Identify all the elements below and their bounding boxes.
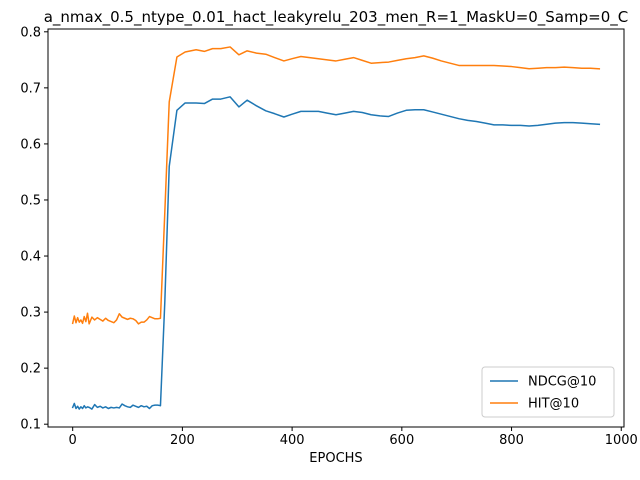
legend: NDCG@10 HIT@10 [481,366,615,418]
series-line-ndcg [71,96,601,410]
x-axis: 0 200 400 600 800 1000 [69,427,638,448]
x-axis-title: EPOCHS [309,451,362,466]
y-tick-label: 0.1 [20,418,41,433]
chart-title: a_nmax_0.5_ntype_0.01_hact_leakyrelu_203… [44,8,629,27]
x-tick-label: 800 [499,433,524,448]
y-tick-label: 0.4 [20,250,41,265]
y-tick-label: 0.8 [20,25,41,40]
series-layer [71,46,601,410]
y-tick-label: 0.3 [20,306,41,321]
legend-label: HIT@10 [528,397,579,412]
y-tick-label: 0.5 [20,193,41,208]
y-tick-label: 0.7 [20,81,41,96]
x-tick-label: 600 [389,433,414,448]
legend-box [481,366,615,418]
x-tick-label: 200 [170,433,195,448]
y-axis: 0.1 0.2 0.3 0.4 0.5 0.6 0.7 0.8 [20,25,48,433]
x-tick-label: 400 [280,433,305,448]
y-tick-label: 0.6 [20,137,41,152]
x-tick-label: 1000 [605,433,638,448]
legend-label: NDCG@10 [528,375,596,390]
y-tick-label: 0.2 [20,362,41,377]
x-tick-label: 0 [69,433,77,448]
series-line-hit [71,46,601,325]
axes-frame [47,28,625,428]
